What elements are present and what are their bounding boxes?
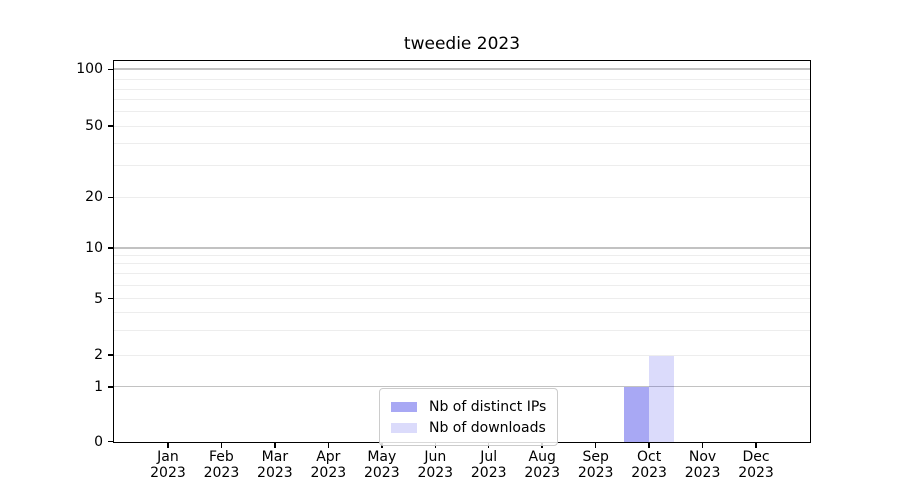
y-gridline-minor [114,273,810,275]
chart-title: tweedie 2023 [403,34,521,54]
x-tick-label: Jul 2023 [449,449,529,481]
plot-area: Nb of distinct IPs Nb of downloads [113,60,811,446]
y-tick-label: 2 [94,347,103,364]
x-tick-label: Mar 2023 [235,449,315,481]
x-tick-label-month: Jun [424,449,447,465]
y-gridline-minor [114,312,810,314]
x-tick [648,443,650,448]
x-tick-label-year: 2023 [417,464,454,481]
x-tick-label-month: Feb [209,449,234,465]
x-tick-label-year: 2023 [577,464,614,481]
y-gridline-minor [114,165,810,167]
x-tick-label-month: Oct [637,449,662,465]
y-tick [108,297,113,300]
y-tick-label: 10 [85,240,103,257]
y-tick [108,386,113,388]
legend-label-downloads: Nb of downloads [429,419,546,436]
y-tick [108,196,113,199]
legend-row-downloads: Nb of downloads [391,417,546,438]
x-tick-label-month: Apr [316,449,341,465]
y-gridline-minor [114,125,810,127]
y-gridline-minor [114,196,810,198]
bar-downloads [648,355,674,442]
x-tick-label-year: 2023 [257,464,293,481]
y-gridline-minor [114,255,810,257]
x-tick-label: Nov 2023 [663,449,743,481]
legend-label-distinct-ips: Nb of distinct IPs [429,398,547,415]
y-tick [108,247,113,249]
y-gridline-minor [114,143,810,145]
y-gridline-minor [114,354,810,356]
legend-row-distinct-ips: Nb of distinct IPs [391,396,546,417]
x-tick-label: Jan 2023 [128,449,208,481]
y-tick-label: 20 [85,189,103,206]
x-tick-label-year: 2023 [738,464,774,481]
y-gridline-minor [114,88,810,90]
x-tick-label: Dec 2023 [716,449,796,481]
x-tick-label-year: 2023 [631,464,667,481]
x-tick [594,443,597,448]
y-tick [108,68,113,71]
x-tick-label-month: Mar [261,449,289,465]
y-tick-label: 50 [85,117,103,134]
y-gridline-minor [114,98,810,100]
y-tick-label: 1 [94,378,103,395]
x-tick-label: May 2023 [342,449,422,481]
x-tick [220,443,223,448]
x-tick-label-year: 2023 [684,464,721,481]
x-tick-label: Oct 2023 [609,449,689,481]
x-tick-label-year: 2023 [524,464,560,481]
x-tick-label-year: 2023 [203,464,240,481]
x-tick-label-year: 2023 [150,464,186,481]
y-gridline-minor [114,79,810,81]
x-tick-label-year: 2023 [310,464,347,481]
x-tick-label-month: Sep [582,449,609,465]
y-tick-label: 5 [94,290,103,307]
x-tick-label-month: Aug [528,449,556,465]
x-tick-label-year: 2023 [470,464,507,481]
legend-swatch-downloads [391,422,417,433]
x-tick-label-month: Nov [688,449,717,465]
x-tick-label: Sep 2023 [556,449,636,481]
bar-distinct-ips [623,387,649,442]
y-tick [108,354,113,356]
y-tick-label: 0 [94,433,103,450]
x-tick-label-month: Dec [742,449,770,465]
y-tick [108,125,113,127]
y-gridline-minor [114,263,810,265]
x-tick-label-year: 2023 [363,464,400,481]
y-gridline-minor [114,285,810,287]
x-tick-label: Aug 2023 [502,449,582,481]
x-tick-label: Feb 2023 [181,449,261,481]
x-tick [701,443,704,448]
x-tick-label: Jun 2023 [395,449,475,481]
y-gridline-minor [114,110,810,112]
legend: Nb of distinct IPs Nb of downloads [379,388,559,446]
y-gridline-minor [114,298,810,300]
x-tick [327,443,330,448]
y-gridline-major [114,247,810,249]
y-gridline-major [114,68,810,70]
x-tick-label-month: Jul [480,449,498,465]
legend-swatch-distinct-ips [391,401,417,412]
x-tick [167,443,169,448]
x-tick [274,443,276,448]
x-tick-label-month: Jan [157,449,179,465]
y-gridline-minor [114,329,810,331]
x-tick-label-month: May [367,449,397,465]
y-tick-label: 100 [76,61,103,78]
y-gridline-major [114,385,810,388]
y-tick [108,440,113,443]
x-tick [755,443,757,448]
x-tick-label: Apr 2023 [288,449,368,481]
